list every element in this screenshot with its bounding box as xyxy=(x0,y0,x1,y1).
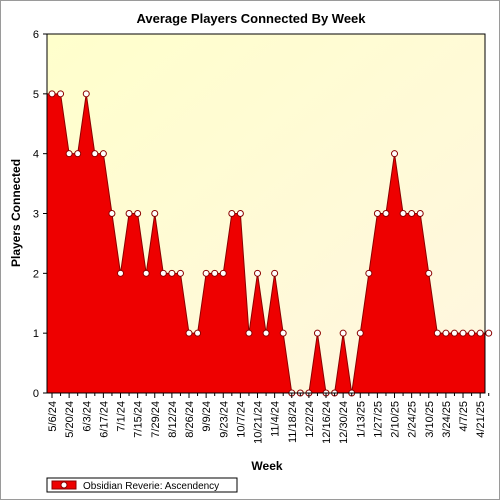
x-tick-label: 11/18/24 xyxy=(287,401,299,443)
y-tick-label: 0 xyxy=(33,388,39,400)
x-tick-label: 12/2/24 xyxy=(304,401,316,438)
legend-label: Obsidian Reverie: Ascendency xyxy=(83,481,219,492)
data-point xyxy=(236,210,244,217)
x-tick-label: 6/3/24 xyxy=(81,401,93,432)
data-point xyxy=(365,269,373,277)
data-point xyxy=(399,210,407,217)
x-tick-label: 1/13/25 xyxy=(355,401,367,438)
y-axis: 0 1 2 3 4 5 6 xyxy=(33,29,47,400)
y-axis-label: Players Connected xyxy=(9,159,23,267)
y-tick-label: 2 xyxy=(33,268,39,280)
data-point xyxy=(356,329,364,337)
x-axis: 5/6/24 5/20/24 6/3/24 6/17/24 7/1/24 7/15/24 7… xyxy=(47,393,490,444)
data-point xyxy=(459,329,467,337)
data-point xyxy=(313,329,321,337)
x-tick-label: 3/10/25 xyxy=(424,401,436,438)
data-point xyxy=(468,329,476,337)
data-point xyxy=(65,150,73,158)
series-line xyxy=(47,93,485,393)
x-tick-label: 7/15/24 xyxy=(133,401,145,438)
legend-marker xyxy=(60,481,68,489)
data-point xyxy=(450,329,458,337)
data-point xyxy=(262,329,270,337)
data-point xyxy=(416,210,424,217)
x-tick-label: 7/1/24 xyxy=(116,401,128,432)
x-tick-label: 10/7/24 xyxy=(235,401,247,438)
x-tick-label: 5/20/24 xyxy=(64,401,76,438)
x-tick-label: 4/21/25 xyxy=(475,401,487,438)
data-point xyxy=(82,90,90,98)
data-point xyxy=(176,269,184,277)
x-tick-label: 8/12/24 xyxy=(167,401,179,438)
data-point xyxy=(142,269,150,277)
data-point xyxy=(245,329,253,337)
data-point xyxy=(408,210,416,217)
data-point xyxy=(168,269,176,277)
data-point xyxy=(125,210,133,217)
data-point xyxy=(117,269,124,277)
data-point xyxy=(228,210,236,217)
data-point xyxy=(425,269,433,277)
data-point xyxy=(382,210,390,217)
x-tick-label: 2/10/25 xyxy=(390,401,402,438)
x-tick-label: 9/9/24 xyxy=(201,401,213,432)
legend-box xyxy=(46,477,238,493)
data-point xyxy=(194,329,202,337)
x-tick-label: 5/6/24 xyxy=(47,401,59,432)
chart-title: Average Players Connected By Week xyxy=(136,11,366,26)
data-point xyxy=(159,269,167,277)
y-tick-label: 3 xyxy=(33,209,39,221)
x-tick-label: 11/4/24 xyxy=(270,401,282,437)
x-axis-label: Week xyxy=(251,459,282,473)
data-point xyxy=(442,329,450,337)
y-tick-label: 4 xyxy=(33,149,39,161)
data-point xyxy=(211,269,219,277)
x-tick-label: 2/24/25 xyxy=(407,401,419,438)
data-point xyxy=(202,269,210,277)
data-point xyxy=(57,90,65,98)
x-tick-label: 12/30/24 xyxy=(338,401,350,444)
series-area-group xyxy=(47,93,485,393)
data-point xyxy=(476,329,484,337)
data-point xyxy=(279,329,287,337)
data-point xyxy=(219,269,227,277)
x-tick-label: 8/26/24 xyxy=(184,401,196,438)
data-point xyxy=(185,329,193,337)
data-point xyxy=(391,150,399,158)
y-tick-label: 6 xyxy=(33,29,39,41)
x-tick-label: 9/23/24 xyxy=(218,401,230,438)
x-tick-label: 6/17/24 xyxy=(98,401,110,438)
data-point xyxy=(48,90,56,98)
data-point xyxy=(433,329,441,337)
y-tick-label: 1 xyxy=(33,328,39,340)
data-point xyxy=(74,150,82,158)
x-tick-label: 3/24/25 xyxy=(441,401,453,438)
series-markers xyxy=(48,90,493,397)
data-point xyxy=(339,329,347,337)
data-point xyxy=(99,150,107,158)
x-tick-label: 10/21/24 xyxy=(253,401,265,444)
data-point xyxy=(91,150,99,158)
data-point xyxy=(271,269,279,277)
series-area xyxy=(47,93,485,393)
x-tick-label: 7/29/24 xyxy=(150,401,162,438)
data-point xyxy=(151,210,159,217)
data-point xyxy=(108,210,116,217)
x-tick-label: 4/7/25 xyxy=(458,401,470,432)
x-tick-label: 1/27/25 xyxy=(372,401,384,438)
legend: Obsidian Reverie: Ascendency xyxy=(46,477,238,493)
y-tick-label: 5 xyxy=(33,89,39,101)
data-point xyxy=(485,329,493,337)
data-point xyxy=(373,210,381,217)
data-point xyxy=(254,269,262,277)
x-tick-label: 12/16/24 xyxy=(321,401,333,444)
data-point xyxy=(134,210,142,217)
